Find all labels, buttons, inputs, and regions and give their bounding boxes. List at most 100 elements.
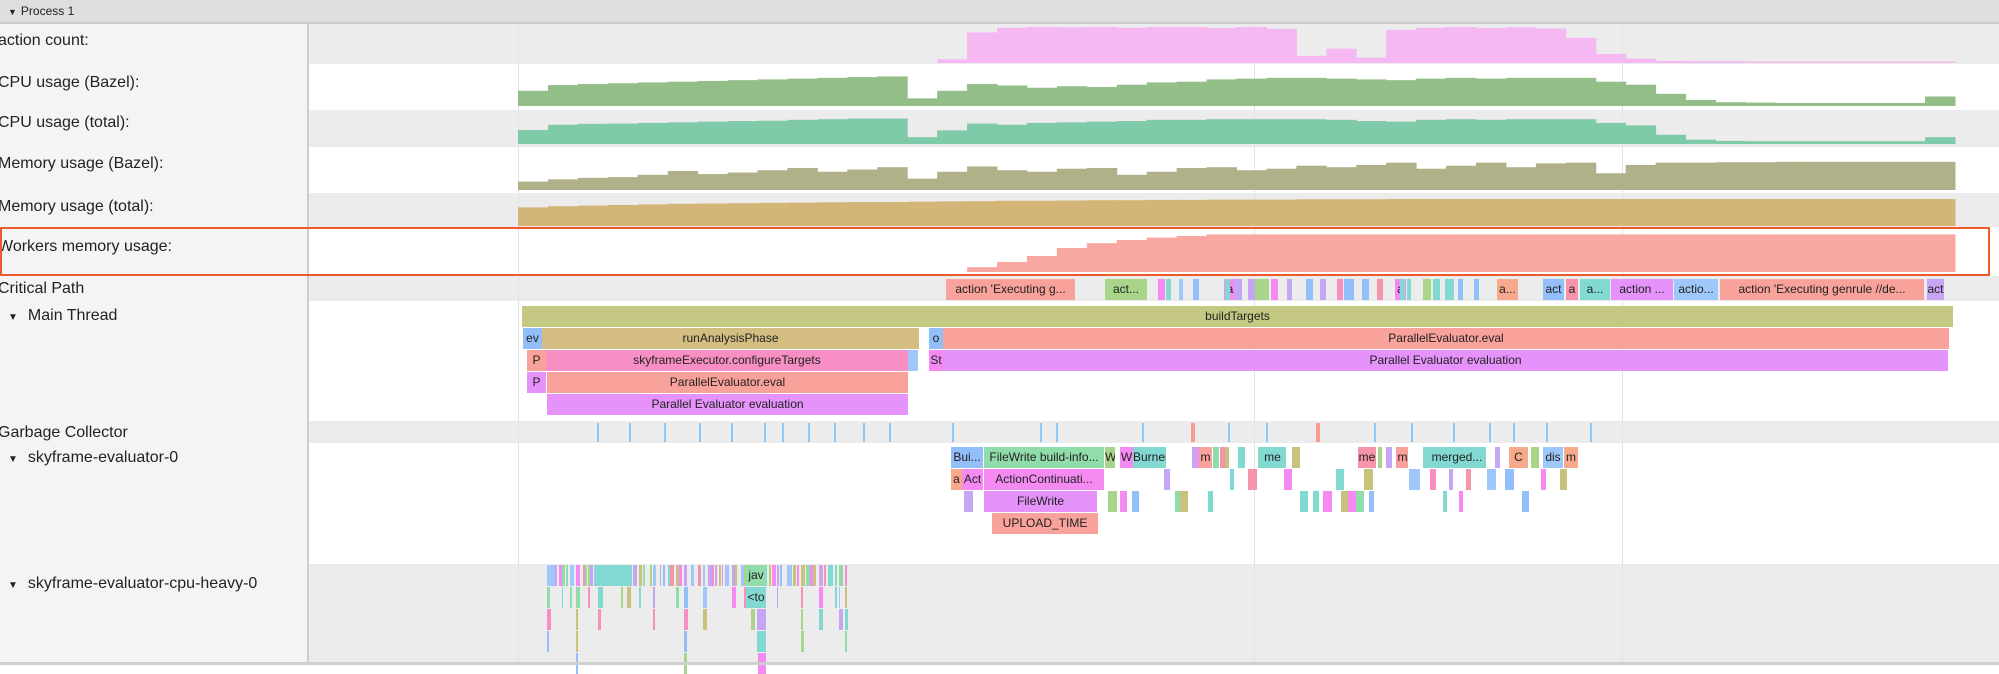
evaluator-slice[interactable]	[1229, 469, 1235, 490]
cpu-heavy-slice[interactable]	[725, 565, 729, 586]
critical-path-action[interactable]	[1344, 279, 1354, 300]
cpu-heavy-slice[interactable]	[800, 609, 804, 630]
evaluator-slice[interactable]	[1219, 447, 1226, 468]
critical-path-action[interactable]	[1336, 279, 1344, 300]
critical-path-action[interactable]	[1248, 279, 1256, 300]
evaluator-slice[interactable]: FileWrite	[984, 491, 1097, 512]
evaluator-slice[interactable]: m	[1397, 447, 1408, 468]
evaluator-slice[interactable]	[1180, 491, 1188, 512]
cpu-heavy-slice[interactable]: <to	[746, 587, 766, 608]
evaluator-slice[interactable]: a	[951, 469, 962, 490]
cpu-heavy-slice[interactable]	[575, 631, 578, 652]
slice-parallel-evaluator-evaluation[interactable]: Parallel Evaluator evaluation	[943, 350, 1948, 371]
process-header[interactable]: ▼ Process 1	[0, 0, 1999, 24]
cpu-heavy-slice[interactable]	[670, 565, 674, 586]
cpu-heavy-slice[interactable]	[735, 565, 738, 586]
cpu-heavy-slice[interactable]	[575, 609, 579, 630]
cpu-heavy-slice[interactable]	[667, 565, 671, 586]
cpu-heavy-slice[interactable]	[796, 565, 799, 586]
cpu-heavy-slice[interactable]	[691, 565, 694, 586]
cpu-heavy-slice[interactable]	[792, 565, 796, 586]
cpu-heavy-slice[interactable]	[698, 565, 701, 586]
evaluator-slice[interactable]	[1108, 491, 1117, 512]
gc-event-tick[interactable]	[952, 423, 954, 442]
slice-ev[interactable]: ev	[523, 328, 542, 349]
cpu-heavy-slice[interactable]	[595, 565, 632, 586]
evaluator-slice[interactable]	[1386, 447, 1393, 468]
cpu-heavy-slice[interactable]	[800, 631, 805, 652]
evaluator-slice[interactable]	[1196, 447, 1201, 468]
gc-event-tick[interactable]	[863, 423, 865, 442]
gc-event-tick[interactable]	[834, 423, 836, 442]
evaluator-slice[interactable]: FileWrite build-info...	[984, 447, 1104, 468]
cpu-heavy-slice[interactable]	[712, 565, 715, 586]
evaluator-slice[interactable]	[1448, 469, 1453, 490]
evaluator-slice[interactable]	[1442, 491, 1448, 512]
cpu-heavy-slice[interactable]	[823, 565, 827, 586]
cpu-heavy-slice[interactable]	[844, 565, 847, 586]
critical-path-action[interactable]	[1234, 279, 1243, 300]
cpu-heavy-slice[interactable]	[813, 565, 816, 586]
gc-event-tick[interactable]	[1546, 423, 1548, 442]
cpu-heavy-slice[interactable]	[547, 631, 550, 652]
evaluator-slice[interactable]: me	[1259, 447, 1286, 468]
gc-event-tick[interactable]	[731, 423, 733, 442]
trace-slice[interactable]	[908, 350, 918, 371]
cpu-heavy-slice[interactable]	[834, 587, 837, 608]
cpu-heavy-slice[interactable]	[584, 565, 588, 586]
cpu-heavy-slice[interactable]	[718, 565, 721, 586]
critical-path-action[interactable]	[1178, 279, 1184, 300]
slice-p[interactable]: P	[527, 372, 546, 393]
evaluator-slice[interactable]	[1369, 491, 1374, 512]
gc-event-tick[interactable]	[1590, 423, 1592, 442]
cpu-heavy-slice[interactable]	[721, 565, 724, 586]
slice-runAnalysisPhase[interactable]: runAnalysisPhase	[542, 328, 919, 349]
cpu-heavy-slice[interactable]	[678, 565, 683, 586]
critical-path-action[interactable]	[1158, 279, 1165, 300]
critical-path-action[interactable]: act	[1927, 279, 1944, 300]
evaluator-slice[interactable]	[1340, 491, 1348, 512]
cpu-heavy-slice[interactable]	[818, 587, 824, 608]
critical-path-action[interactable]	[1407, 279, 1412, 300]
cpu-heavy-slice[interactable]	[558, 565, 562, 586]
evaluator-slice[interactable]: W	[1105, 447, 1115, 468]
cpu-heavy-slice[interactable]	[828, 565, 833, 586]
critical-path-action[interactable]	[1320, 279, 1327, 300]
evaluator-slice[interactable]	[1208, 491, 1213, 512]
cpu-heavy-slice[interactable]	[702, 587, 707, 608]
gc-event-tick[interactable]	[1374, 423, 1376, 442]
cpu-heavy-slice[interactable]	[702, 565, 706, 586]
evaluator-slice[interactable]: W	[1120, 447, 1133, 468]
cpu-heavy-slice[interactable]	[653, 609, 655, 630]
evaluator-slice[interactable]	[1459, 491, 1464, 512]
gc-event-tick[interactable]	[1411, 423, 1413, 442]
critical-path-action[interactable]: act...	[1105, 279, 1147, 300]
critical-path-action[interactable]	[1433, 279, 1440, 300]
critical-path-action[interactable]	[1422, 279, 1431, 300]
cpu-heavy-slice[interactable]	[732, 565, 736, 586]
cpu-heavy-slice[interactable]	[598, 587, 602, 608]
evaluator-slice[interactable]	[1224, 447, 1229, 468]
cpu-heavy-slice[interactable]	[653, 565, 656, 586]
critical-path-action[interactable]	[1165, 279, 1172, 300]
cpu-heavy-slice[interactable]	[569, 587, 572, 608]
gc-event-tick[interactable]	[1191, 423, 1195, 442]
cpu-heavy-slice[interactable]	[838, 609, 844, 630]
cpu-heavy-slice[interactable]	[750, 609, 756, 630]
critical-path-action[interactable]: action ...	[1611, 279, 1673, 300]
cpu-heavy-slice[interactable]: jav	[746, 565, 766, 586]
evaluator-slice[interactable]	[1465, 469, 1471, 490]
cpu-heavy-slice[interactable]	[776, 587, 779, 608]
cpu-heavy-slice[interactable]	[776, 565, 779, 586]
cpu-heavy-slice[interactable]	[769, 565, 772, 586]
critical-path-action[interactable]: act	[1543, 279, 1564, 300]
cpu-heavy-slice[interactable]	[844, 631, 848, 652]
evaluator-slice[interactable]	[1336, 469, 1345, 490]
cpu-heavy-slice[interactable]	[675, 565, 680, 586]
cpu-heavy-slice[interactable]	[684, 565, 687, 586]
cpu-heavy-slice[interactable]	[582, 565, 587, 586]
slice-o[interactable]: o	[929, 328, 943, 349]
cpu-heavy-slice[interactable]	[838, 587, 841, 608]
cpu-heavy-slice[interactable]	[547, 609, 552, 630]
cpu-heavy-slice[interactable]	[659, 565, 662, 586]
